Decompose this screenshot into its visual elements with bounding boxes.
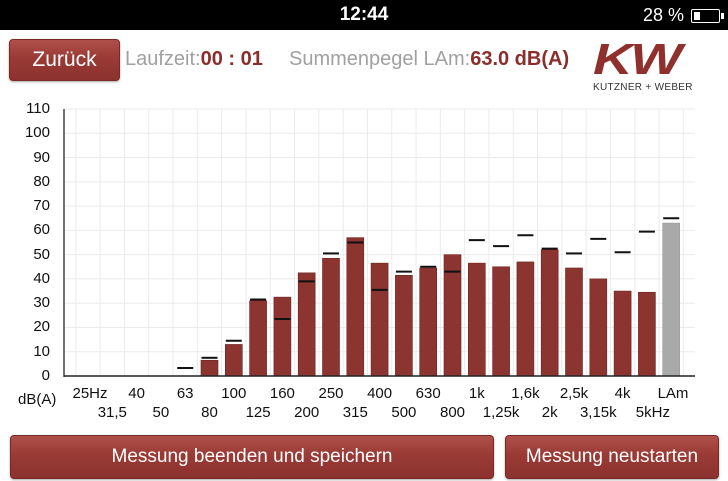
x-tick-label: 5kHz (635, 404, 670, 421)
bar-160 (273, 296, 292, 377)
clock: 12:44 (339, 4, 389, 25)
bar-2k (540, 249, 559, 377)
bar-3,15k (589, 278, 608, 377)
x-tick-label: 2,5k (559, 385, 589, 402)
y-tick-label: 0 (41, 367, 50, 384)
bar-200 (297, 272, 316, 377)
bar-250 (322, 257, 340, 377)
y-tick-label: 30 (33, 294, 50, 312)
bar-1,6k (516, 261, 535, 377)
spectrum-chart (63, 108, 695, 377)
x-tick-label: 400 (367, 385, 393, 402)
x-tick-label: 100 (221, 385, 247, 402)
x-tick-label: 800 (439, 404, 466, 421)
status-bar: 12:44 28 % (0, 0, 728, 30)
kutzner-weber-logo: KW KUTZNER + WEBER (593, 38, 697, 94)
bar-5kHz (638, 291, 656, 377)
bar-2,5k (565, 267, 583, 377)
bar-100 (225, 344, 243, 377)
y-tick-label: 20 (33, 318, 50, 336)
x-tick-label: 200 (294, 404, 320, 421)
bar-400 (370, 262, 389, 377)
y-unit-label: dB(A) (18, 391, 57, 408)
y-tick-label: 110 (26, 100, 50, 117)
battery-percent: 28 % (642, 5, 684, 25)
x-tick-label: 3,15k (579, 404, 617, 421)
x-tick-label: 2k (541, 404, 558, 421)
sum-level-label: Summenpegel LAm: (289, 48, 471, 70)
x-tick-label: 50 (152, 404, 170, 421)
x-tick-label: 500 (391, 404, 417, 421)
sum-level-value: 63.0 dB(A) (470, 48, 570, 70)
bar-500 (395, 274, 413, 377)
bar-315 (346, 237, 365, 377)
logo-mark: KW (593, 35, 682, 84)
x-tick-label: 4k (614, 385, 631, 402)
y-tick-label: 80 (33, 172, 50, 190)
x-tick-label: 40 (128, 385, 145, 402)
bar-LAm (662, 222, 681, 377)
bar-125 (249, 300, 267, 377)
y-tick-label: 40 (33, 269, 50, 287)
x-tick-label: 80 (201, 404, 218, 421)
x-tick-label: 160 (269, 385, 295, 402)
x-tick-label: 63 (176, 385, 194, 402)
y-tick-label: 90 (33, 148, 50, 166)
bar-1k (467, 262, 486, 377)
bar-4k (613, 290, 632, 377)
x-tick-label: 630 (415, 385, 441, 402)
y-tick-label: 50 (33, 245, 50, 263)
bar-630 (419, 267, 438, 377)
y-tick-label: 100 (24, 124, 50, 142)
x-tick-label: 1,25k (482, 404, 520, 421)
restart-measurement-button[interactable]: Messung neustarten (505, 435, 719, 479)
y-tick-label: 10 (33, 342, 50, 360)
battery-icon (691, 9, 724, 23)
bar-800 (443, 254, 462, 377)
x-tick-label: 25Hz (72, 385, 108, 402)
x-tick-label: 315 (342, 404, 368, 421)
runtime: Laufzeit:00 : 01 (125, 48, 263, 71)
y-tick-label: 60 (33, 221, 50, 239)
back-button[interactable]: Zurück (9, 39, 120, 81)
x-tick-label: 250 (318, 385, 344, 402)
x-tick-label: LAm (657, 385, 689, 402)
bar-80 (200, 359, 219, 377)
sum-level: Summenpegel LAm:63.0 dB(A) (289, 48, 569, 71)
save-measurement-button[interactable]: Messung beenden und speichern (10, 435, 494, 479)
y-tick-label: 70 (33, 197, 50, 215)
x-tick-label: 1k (468, 385, 485, 402)
x-tick-label: 125 (245, 404, 271, 421)
runtime-label: Laufzeit: (125, 48, 201, 70)
logo-subtext: KUTZNER + WEBER (593, 82, 693, 93)
x-tick-label: 31,5 (97, 404, 127, 421)
bar-1,25k (492, 266, 510, 377)
runtime-value: 00 : 01 (200, 48, 263, 70)
x-tick-label: 1,6k (511, 385, 540, 402)
